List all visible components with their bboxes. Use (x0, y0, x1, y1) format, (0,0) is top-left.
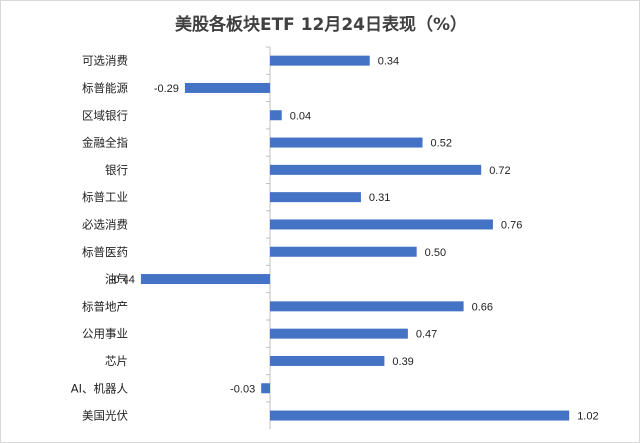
data-label: 0.52 (431, 138, 452, 150)
category-label: 公用事业 (82, 327, 128, 341)
bar (140, 274, 270, 285)
category-label: 标普能源 (82, 81, 128, 95)
bar (270, 192, 361, 203)
data-label: 0.34 (378, 56, 399, 68)
data-label: 0.72 (489, 165, 510, 177)
data-label: 0.50 (425, 247, 446, 259)
data-label: 0.04 (290, 110, 311, 122)
data-label: 0.76 (501, 219, 522, 231)
chart-title: 美股各板块ETF 12月24日表现（%） (174, 15, 468, 35)
bar (270, 219, 493, 230)
category-label: AI、机器人 (71, 381, 129, 395)
category-label: 标普工业 (82, 190, 128, 204)
bar (270, 164, 482, 175)
bar (270, 55, 370, 66)
data-label: -0.03 (230, 383, 255, 395)
data-label: 0.31 (369, 192, 390, 204)
bar (270, 110, 282, 121)
category-label: 芯片 (105, 354, 128, 368)
category-label: 标普地产 (82, 299, 128, 313)
category-label: 标普医药 (82, 245, 128, 259)
category-label: 银行 (105, 163, 128, 177)
bar (270, 355, 385, 366)
category-label: 必选消费 (82, 217, 128, 231)
category-label: 油气 (105, 272, 128, 286)
data-label: 1.02 (577, 411, 598, 423)
bar (270, 328, 408, 339)
bar (270, 137, 423, 148)
category-label: 可选消费 (82, 54, 128, 68)
category-label: 区域银行 (82, 108, 128, 122)
data-label: -0.44 (110, 274, 135, 286)
data-label: 0.47 (416, 329, 437, 341)
data-label: -0.29 (154, 83, 179, 95)
bar (261, 383, 270, 394)
category-label: 金融全指 (82, 136, 128, 150)
data-label: 0.66 (472, 301, 493, 313)
bar (270, 410, 570, 421)
bar (184, 82, 270, 93)
category-label: 美国光伏 (82, 409, 128, 423)
data-label: 0.39 (392, 356, 413, 368)
bar (270, 301, 464, 312)
bar (270, 246, 417, 257)
